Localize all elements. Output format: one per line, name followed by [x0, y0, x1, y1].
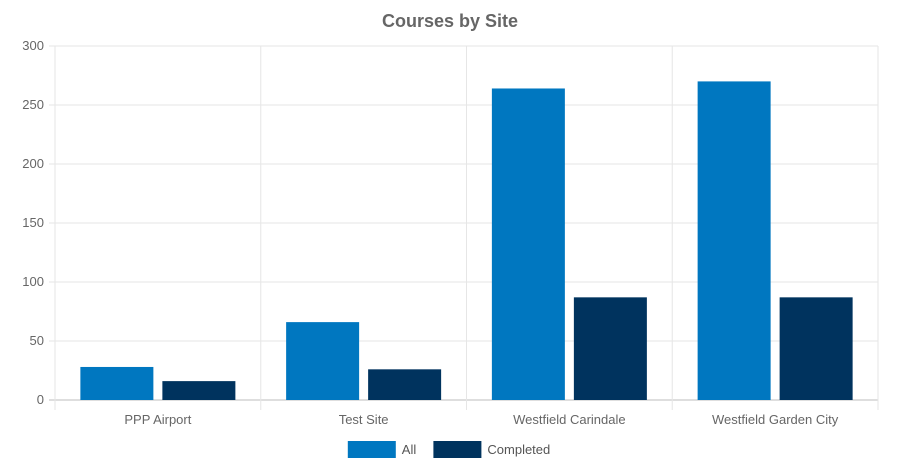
- bar-all-test-site: [286, 322, 360, 400]
- legend-label-completed: Completed: [487, 442, 550, 457]
- y-tick-label: 200: [22, 156, 44, 171]
- legend-swatch-all: [347, 441, 396, 458]
- x-tick-label: Westfield Carindale: [513, 412, 625, 427]
- chart-title: Courses by Site: [381, 11, 519, 31]
- y-tick-label: 150: [22, 215, 44, 230]
- y-tick-label: 100: [22, 274, 44, 289]
- x-tick-label: Westfield Garden City: [712, 412, 839, 427]
- bar-completed-westfield-garden-city: [779, 297, 853, 400]
- bar-completed-westfield-carindale: [573, 297, 647, 400]
- bar-all-westfield-carindale: [491, 88, 565, 400]
- y-tick-label: 300: [22, 38, 44, 53]
- bar-all-westfield-garden-city: [697, 81, 771, 401]
- y-tick-label: 50: [30, 333, 44, 348]
- bar-completed-test-site: [368, 369, 442, 400]
- legend-swatch-completed: [433, 441, 482, 458]
- bar-all-ppp-airport: [80, 366, 154, 400]
- bar-completed-ppp-airport: [162, 381, 236, 400]
- legend-label-all: All: [402, 442, 417, 457]
- x-tick-label: PPP Airport: [124, 412, 191, 427]
- x-tick-label: Test Site: [339, 412, 389, 427]
- y-tick-label: 0: [37, 392, 44, 407]
- y-tick-label: 250: [22, 97, 44, 112]
